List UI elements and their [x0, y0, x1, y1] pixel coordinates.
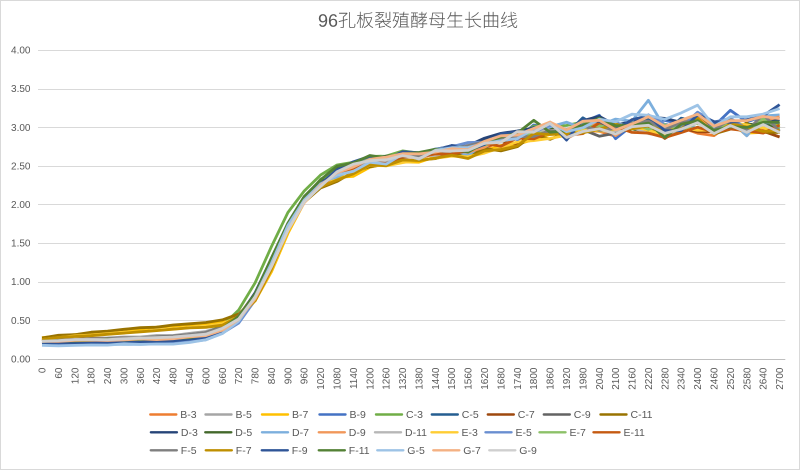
- svg-text:1020: 1020: [316, 367, 327, 390]
- svg-text:E-11: E-11: [624, 427, 646, 439]
- svg-text:2040: 2040: [595, 367, 606, 390]
- svg-text:540: 540: [185, 367, 196, 384]
- svg-text:1380: 1380: [415, 367, 426, 390]
- svg-text:2580: 2580: [742, 367, 753, 390]
- svg-text:D-3: D-3: [181, 427, 198, 439]
- svg-text:1140: 1140: [349, 367, 360, 389]
- svg-text:360: 360: [136, 367, 147, 384]
- svg-text:2520: 2520: [726, 367, 737, 390]
- svg-text:2.00: 2.00: [11, 200, 31, 211]
- svg-text:F-11: F-11: [349, 445, 370, 457]
- svg-text:E-5: E-5: [516, 427, 533, 439]
- svg-text:4.00: 4.00: [11, 46, 31, 57]
- svg-text:1740: 1740: [513, 367, 524, 390]
- svg-text:840: 840: [267, 367, 278, 384]
- svg-text:B-9: B-9: [350, 409, 367, 421]
- svg-text:B-7: B-7: [292, 409, 309, 421]
- svg-text:2400: 2400: [693, 367, 704, 390]
- svg-text:C-9: C-9: [574, 409, 591, 421]
- svg-text:D-9: D-9: [349, 427, 366, 439]
- svg-text:1980: 1980: [578, 367, 589, 390]
- svg-text:1440: 1440: [431, 367, 442, 390]
- svg-text:D-5: D-5: [235, 427, 252, 439]
- svg-text:2460: 2460: [710, 367, 721, 390]
- svg-text:2340: 2340: [677, 367, 688, 390]
- svg-text:1.50: 1.50: [11, 239, 31, 250]
- svg-text:480: 480: [169, 367, 180, 384]
- svg-text:2640: 2640: [759, 367, 770, 390]
- svg-text:1200: 1200: [365, 367, 376, 390]
- svg-text:1320: 1320: [398, 367, 409, 390]
- svg-text:E-3: E-3: [462, 427, 479, 439]
- svg-text:E-7: E-7: [570, 427, 587, 439]
- svg-text:960: 960: [300, 367, 311, 384]
- svg-text:G-7: G-7: [463, 445, 481, 457]
- svg-text:3.00: 3.00: [11, 123, 31, 134]
- svg-text:C-7: C-7: [518, 409, 535, 421]
- svg-text:780: 780: [251, 367, 262, 384]
- svg-text:2100: 2100: [611, 367, 622, 390]
- svg-text:600: 600: [201, 367, 212, 384]
- svg-text:660: 660: [218, 367, 229, 384]
- svg-text:D-7: D-7: [292, 427, 309, 439]
- svg-text:720: 720: [234, 367, 245, 384]
- svg-text:120: 120: [70, 367, 81, 384]
- svg-text:60: 60: [54, 367, 65, 379]
- svg-text:2160: 2160: [628, 367, 639, 390]
- svg-text:0.50: 0.50: [11, 316, 31, 327]
- svg-text:D-11: D-11: [405, 427, 427, 439]
- svg-text:1080: 1080: [333, 367, 344, 390]
- svg-text:C-3: C-3: [406, 409, 423, 421]
- svg-text:C-5: C-5: [462, 409, 479, 421]
- svg-text:2700: 2700: [775, 367, 786, 390]
- svg-text:1260: 1260: [382, 367, 393, 390]
- svg-text:420: 420: [152, 367, 163, 384]
- svg-text:C-11: C-11: [631, 409, 653, 421]
- svg-text:1500: 1500: [447, 367, 458, 390]
- svg-text:F-5: F-5: [181, 445, 197, 457]
- svg-text:1620: 1620: [480, 367, 491, 390]
- svg-text:F-9: F-9: [292, 445, 308, 457]
- svg-text:1.00: 1.00: [11, 277, 31, 288]
- svg-text:2280: 2280: [660, 367, 671, 390]
- svg-text:1920: 1920: [562, 367, 573, 390]
- svg-text:F-7: F-7: [236, 445, 252, 457]
- svg-text:0: 0: [38, 367, 49, 373]
- svg-text:0.00: 0.00: [11, 355, 31, 366]
- svg-text:3.50: 3.50: [11, 84, 31, 95]
- svg-text:1680: 1680: [496, 367, 507, 390]
- svg-text:1800: 1800: [529, 367, 540, 390]
- svg-text:1560: 1560: [464, 367, 475, 390]
- svg-text:180: 180: [87, 367, 98, 384]
- svg-text:B-5: B-5: [236, 409, 253, 421]
- svg-text:240: 240: [103, 367, 114, 384]
- svg-text:G-9: G-9: [519, 445, 537, 457]
- svg-text:900: 900: [283, 367, 294, 384]
- svg-text:G-5: G-5: [407, 445, 425, 457]
- svg-text:300: 300: [120, 367, 131, 384]
- svg-text:B-3: B-3: [180, 409, 197, 421]
- svg-text:1860: 1860: [546, 367, 557, 390]
- svg-text:2.50: 2.50: [11, 161, 31, 172]
- svg-text:2220: 2220: [644, 367, 655, 390]
